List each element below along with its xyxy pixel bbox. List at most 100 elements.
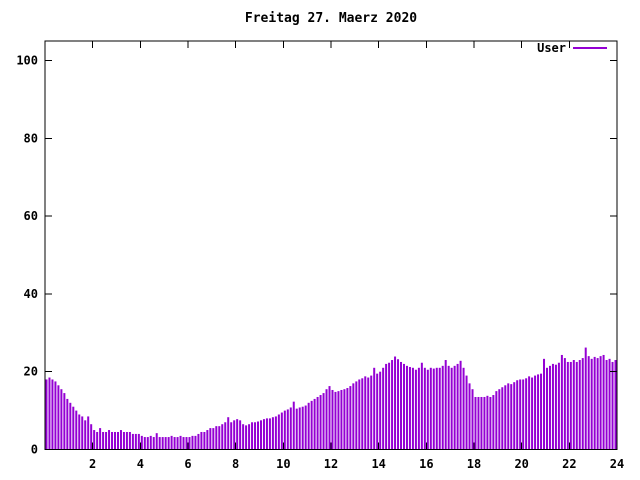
x-tick-label: 14 bbox=[371, 457, 385, 471]
bar bbox=[584, 347, 587, 450]
bar bbox=[122, 431, 125, 450]
bar bbox=[286, 409, 289, 450]
bar bbox=[236, 419, 239, 450]
bar bbox=[45, 379, 48, 450]
bar bbox=[364, 376, 367, 450]
bar bbox=[444, 360, 447, 450]
bar bbox=[388, 362, 391, 450]
bar bbox=[194, 435, 197, 450]
bar bbox=[385, 363, 388, 450]
y-tick-label: 80 bbox=[24, 131, 38, 145]
bar bbox=[495, 391, 498, 450]
bar bbox=[435, 367, 438, 450]
bar bbox=[313, 398, 316, 450]
bar bbox=[459, 360, 462, 450]
bar bbox=[337, 391, 340, 450]
bar bbox=[554, 364, 557, 450]
bar bbox=[215, 426, 218, 450]
x-tick-label: 20 bbox=[514, 457, 528, 471]
bar bbox=[170, 435, 173, 450]
bar bbox=[590, 358, 593, 450]
x-tick-label: 6 bbox=[184, 457, 191, 471]
bar bbox=[426, 369, 429, 450]
x-tick-label: 24 bbox=[610, 457, 624, 471]
y-tick-label: 60 bbox=[24, 209, 38, 223]
bar bbox=[295, 408, 298, 450]
bar bbox=[251, 422, 254, 450]
y-tick-label: 0 bbox=[31, 443, 38, 457]
bar bbox=[376, 373, 379, 450]
bar bbox=[614, 360, 617, 450]
bar bbox=[417, 367, 420, 450]
bar bbox=[578, 360, 581, 450]
bar bbox=[227, 417, 230, 450]
bar bbox=[233, 420, 236, 450]
y-tick-label: 100 bbox=[16, 53, 38, 67]
bar bbox=[400, 361, 403, 450]
bar bbox=[224, 422, 227, 450]
bar bbox=[525, 378, 528, 450]
bar bbox=[543, 358, 546, 450]
bar bbox=[316, 396, 319, 450]
bar bbox=[304, 405, 307, 450]
bar bbox=[99, 428, 102, 450]
bar bbox=[96, 431, 99, 450]
bar bbox=[465, 375, 468, 450]
bar bbox=[328, 386, 331, 450]
bar bbox=[480, 396, 483, 450]
bar bbox=[468, 383, 471, 450]
bar bbox=[569, 361, 572, 450]
bar bbox=[394, 356, 397, 450]
bar bbox=[429, 367, 432, 450]
bar bbox=[557, 362, 560, 450]
legend-label: User bbox=[537, 41, 566, 55]
bar bbox=[111, 431, 114, 450]
bar bbox=[66, 398, 69, 450]
bar bbox=[57, 385, 60, 450]
bar bbox=[343, 389, 346, 450]
bar bbox=[346, 388, 349, 450]
bar bbox=[355, 381, 358, 450]
bar bbox=[158, 437, 161, 450]
chart-title: Freitag 27. Maerz 2020 bbox=[245, 11, 417, 26]
bar bbox=[405, 365, 408, 450]
bar bbox=[257, 421, 260, 450]
bar bbox=[137, 433, 140, 450]
x-tick-label: 4 bbox=[137, 457, 144, 471]
bar bbox=[87, 416, 90, 450]
bar bbox=[522, 379, 525, 450]
bar bbox=[331, 389, 334, 450]
bar bbox=[200, 431, 203, 450]
bar bbox=[447, 365, 450, 450]
bar bbox=[483, 396, 486, 450]
bar bbox=[248, 424, 251, 450]
bar bbox=[507, 383, 510, 450]
bar bbox=[414, 369, 417, 450]
bar bbox=[513, 382, 516, 450]
bar bbox=[575, 361, 578, 450]
bar bbox=[382, 367, 385, 450]
bar bbox=[602, 354, 605, 450]
bar bbox=[367, 377, 370, 450]
x-tick-label: 8 bbox=[232, 457, 239, 471]
bar bbox=[510, 384, 513, 450]
bar bbox=[450, 367, 453, 450]
bar bbox=[462, 367, 465, 450]
bar bbox=[408, 367, 411, 450]
bar bbox=[358, 379, 361, 450]
bar bbox=[420, 362, 423, 450]
bars-group bbox=[45, 347, 617, 450]
bar bbox=[176, 437, 179, 450]
bar bbox=[453, 365, 456, 450]
bar bbox=[587, 356, 590, 450]
bar bbox=[51, 379, 54, 450]
bar bbox=[566, 361, 569, 450]
bar bbox=[531, 377, 534, 450]
bar bbox=[352, 383, 355, 450]
bar bbox=[310, 400, 313, 450]
bar bbox=[441, 365, 444, 450]
bar bbox=[438, 367, 441, 450]
bar bbox=[292, 401, 295, 450]
x-tick-label: 18 bbox=[467, 457, 481, 471]
